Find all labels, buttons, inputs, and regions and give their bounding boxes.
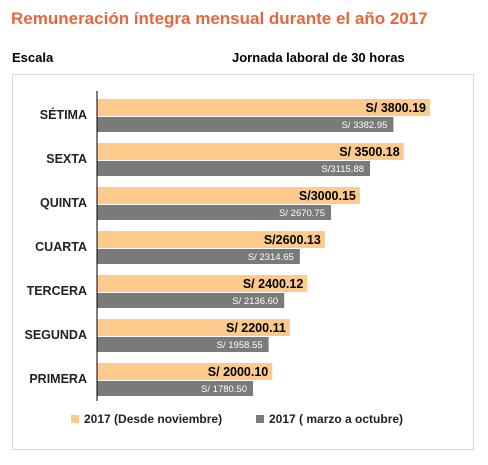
bar-series-a <box>97 99 430 116</box>
chart-area: SÉTIMA S/ 3800.19 S/ 3382.95 SEXTA S/ 3500.1… <box>12 74 474 450</box>
category-label: CUARTA <box>35 240 87 254</box>
bar-series-a <box>97 275 308 292</box>
bar-series-b <box>97 337 269 352</box>
category-label: PRIMERA <box>29 372 87 386</box>
bar-series-b <box>97 117 394 132</box>
bar-series-b <box>97 381 254 396</box>
data-label-series-a: S/ 2200.11 <box>226 321 286 335</box>
data-label-series-b: S/ 3382.95 <box>341 120 387 131</box>
data-label-series-a: S/ 2000.10 <box>208 365 269 379</box>
bar-series-a <box>97 187 360 204</box>
bar-series-b <box>97 293 285 308</box>
bar-series-a <box>97 319 290 336</box>
data-label-series-a: S/2600.13 <box>264 233 321 247</box>
data-label-series-b: S/ 2136.60 <box>232 296 278 307</box>
category-label: TERCERA <box>27 284 87 298</box>
legend-swatch-series-b <box>256 415 264 423</box>
scale-label: Escala <box>12 50 54 65</box>
category-label: SÉTIMA <box>40 107 87 122</box>
data-label-series-a: S/3000.15 <box>299 189 356 203</box>
legend-label-series-a: 2017 (Desde noviembre) <box>84 412 222 426</box>
data-label-series-b: S/ 1958.55 <box>217 340 263 351</box>
data-label-series-b: S/ 2314.65 <box>248 252 294 263</box>
data-label-series-b: S/ 1780.50 <box>201 384 247 395</box>
bar-chart: SÉTIMA S/ 3800.19 S/ 3382.95 SEXTA S/ 3500.1… <box>24 91 430 426</box>
bar-series-a <box>97 231 325 248</box>
bar-series-b <box>97 249 300 264</box>
data-label-series-b: S/3115.88 <box>321 164 364 175</box>
bar-series-b <box>97 161 371 176</box>
bar-series-b <box>97 205 332 220</box>
chart-title: Remuneración íntegra mensual durante el … <box>11 9 428 28</box>
data-label-series-b: S/ 2670.75 <box>279 208 325 219</box>
data-label-series-a: S/ 3500.18 <box>339 145 400 159</box>
category-label: SEGUNDA <box>24 328 87 342</box>
category-label: SEXTA <box>46 152 87 166</box>
category-label: QUINTA <box>40 196 87 210</box>
bar-series-a <box>97 363 273 380</box>
bar-series-a <box>97 143 404 160</box>
legend-swatch-series-a <box>71 415 79 423</box>
data-label-series-a: S/ 2400.12 <box>243 277 304 291</box>
legend-label-series-b: 2017 ( marzo a octubre) <box>269 412 403 426</box>
workday-label: Jornada laboral de 30 horas <box>232 50 405 65</box>
data-label-series-a: S/ 3800.19 <box>366 101 427 115</box>
